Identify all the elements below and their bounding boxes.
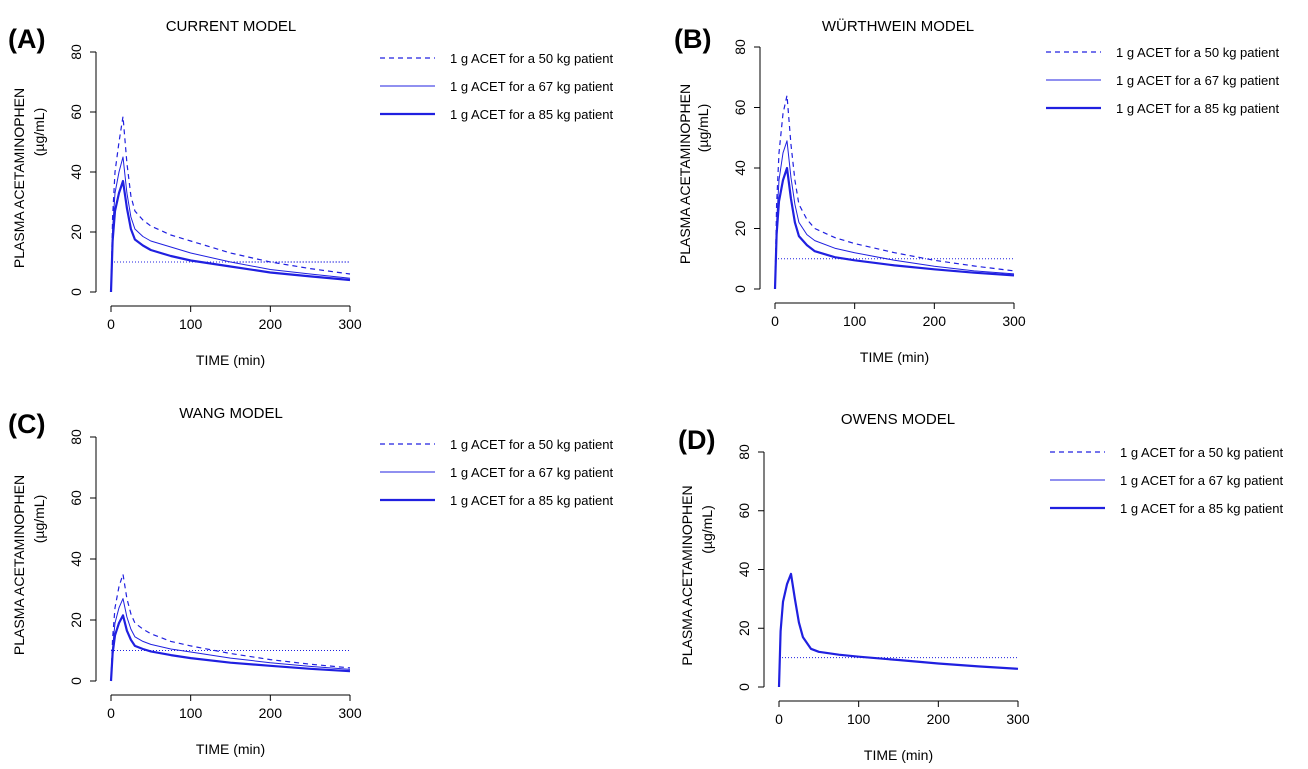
panel-title-c: WANG MODEL: [179, 405, 283, 422]
y-axis-title: PLASMA ACETAMINOPHEN: [11, 88, 27, 268]
y-axis-unit: (µg/mL): [31, 495, 47, 544]
panel-d: (D) OWENS MODEL 0 100 200 300 0 20 40 60 80 TIME …: [678, 411, 1283, 763]
y-tick-label: 80: [736, 444, 752, 460]
panel-c: (C) WANG MODEL 0 100 200 300 0 20 40 60 80 TIME (…: [8, 405, 613, 757]
y-tick-label: 0: [732, 285, 748, 293]
y-tick-label: 60: [732, 100, 748, 116]
x-tick-label: 300: [338, 316, 362, 332]
plot-b: 0 100 200 300 0 20 40 60 80 TIME (min) PLASMA ACET…: [677, 39, 1279, 365]
x-tick-label: 200: [927, 711, 951, 727]
x-tick-label: 0: [107, 316, 115, 332]
y-tick-label: 20: [732, 221, 748, 237]
legend-label-1: 1 g ACET for a 50 kg patient: [1120, 445, 1283, 460]
legend-label-3: 1 g ACET for a 85 kg patient: [450, 493, 613, 508]
y-tick-label: 40: [68, 551, 84, 567]
y-tick-label: 20: [68, 612, 84, 628]
y-tick-label: 80: [732, 39, 748, 55]
legend-label-2: 1 g ACET for a 67 kg patient: [1116, 73, 1279, 88]
panel-letter-c: (C): [8, 409, 45, 439]
series-line-2: [774, 140, 1015, 290]
series-line-3: [777, 572, 1019, 688]
y-tick-label: 60: [736, 503, 752, 519]
panel-b: (B) WÜRTHWEIN MODEL 0 100 200 300 0 20 40 60 80 T…: [674, 17, 1279, 365]
legend-label-1: 1 g ACET for a 50 kg patient: [450, 437, 613, 452]
x-axis-title: TIME (min): [196, 741, 265, 757]
x-tick-label: 0: [107, 705, 115, 721]
series-line-2: [778, 573, 1019, 688]
series-line-1: [778, 573, 1019, 688]
x-tick-label: 300: [1002, 313, 1026, 329]
legend-label-3: 1 g ACET for a 85 kg patient: [1120, 501, 1283, 516]
x-tick-label: 300: [338, 705, 362, 721]
y-tick-label: 0: [68, 677, 84, 685]
y-axis-title: PLASMA ACETAMINOPHEN: [11, 475, 27, 655]
y-tick-label: 80: [68, 429, 84, 445]
series-line-1: [774, 94, 1015, 290]
x-tick-label: 200: [259, 705, 283, 721]
y-tick-label: 20: [736, 620, 752, 636]
series-line-3: [109, 614, 351, 682]
x-tick-label: 100: [179, 705, 203, 721]
legend-label-2: 1 g ACET for a 67 kg patient: [450, 79, 613, 94]
x-tick-label: 100: [843, 313, 867, 329]
y-tick-label: 60: [68, 104, 84, 120]
series-line-1: [110, 573, 351, 682]
series-line-2: [110, 156, 351, 293]
plot-a: 0 100 200 300 0 20 40 60 80 TIME (min) PLASMA ACET…: [11, 44, 613, 368]
y-tick-label: 60: [68, 490, 84, 506]
panel-letter-d: (D): [678, 425, 715, 455]
panel-a: (A) CURRENT MODEL 0 100 200 300 0 20 40 60 80 TIM…: [8, 18, 613, 368]
panel-title-d: OWENS MODEL: [841, 411, 955, 428]
series-line-1: [110, 115, 351, 293]
x-tick-label: 0: [771, 313, 779, 329]
x-tick-label: 200: [259, 316, 283, 332]
x-axis-title: TIME (min): [864, 747, 933, 763]
series-line-3: [109, 179, 351, 293]
panel-letter-a: (A): [8, 24, 45, 54]
y-tick-label: 40: [68, 164, 84, 180]
legend-label-3: 1 g ACET for a 85 kg patient: [1116, 101, 1279, 116]
x-tick-label: 300: [1006, 711, 1030, 727]
y-axis-unit: (µg/mL): [699, 505, 715, 554]
y-axis-unit: (µg/mL): [695, 104, 711, 153]
y-axis-unit: (µg/mL): [31, 108, 47, 157]
panel-title-b: WÜRTHWEIN MODEL: [822, 17, 974, 35]
x-axis-title: TIME (min): [196, 352, 265, 368]
panel-title-a: CURRENT MODEL: [166, 18, 297, 35]
x-tick-label: 100: [179, 316, 203, 332]
plot-d: 0 100 200 300 0 20 40 60 80 TIME (min) PLASMA ACET…: [679, 444, 1283, 763]
series-line-2: [110, 598, 351, 682]
y-tick-label: 20: [68, 224, 84, 240]
y-tick-label: 40: [736, 562, 752, 578]
y-axis-title: PLASMA ACETAMINOPHEN: [679, 485, 695, 665]
legend-label-3: 1 g ACET for a 85 kg patient: [450, 107, 613, 122]
legend-label-2: 1 g ACET for a 67 kg patient: [1120, 473, 1283, 488]
plot-c: 0 100 200 300 0 20 40 60 80 TIME (min) PLASMA ACET…: [11, 429, 613, 757]
y-tick-label: 0: [736, 683, 752, 691]
y-axis-title: PLASMA ACETAMINOPHEN: [677, 84, 693, 264]
series-line-3: [773, 166, 1015, 290]
legend-label-2: 1 g ACET for a 67 kg patient: [450, 465, 613, 480]
x-tick-label: 0: [775, 711, 783, 727]
x-tick-label: 100: [847, 711, 871, 727]
legend-label-1: 1 g ACET for a 50 kg patient: [450, 51, 613, 66]
x-tick-label: 200: [923, 313, 947, 329]
y-tick-label: 80: [68, 44, 84, 60]
x-axis-title: TIME (min): [860, 349, 929, 365]
panel-letter-b: (B): [674, 24, 711, 54]
y-tick-label: 40: [732, 160, 748, 176]
legend-label-1: 1 g ACET for a 50 kg patient: [1116, 45, 1279, 60]
y-tick-label: 0: [68, 288, 84, 296]
